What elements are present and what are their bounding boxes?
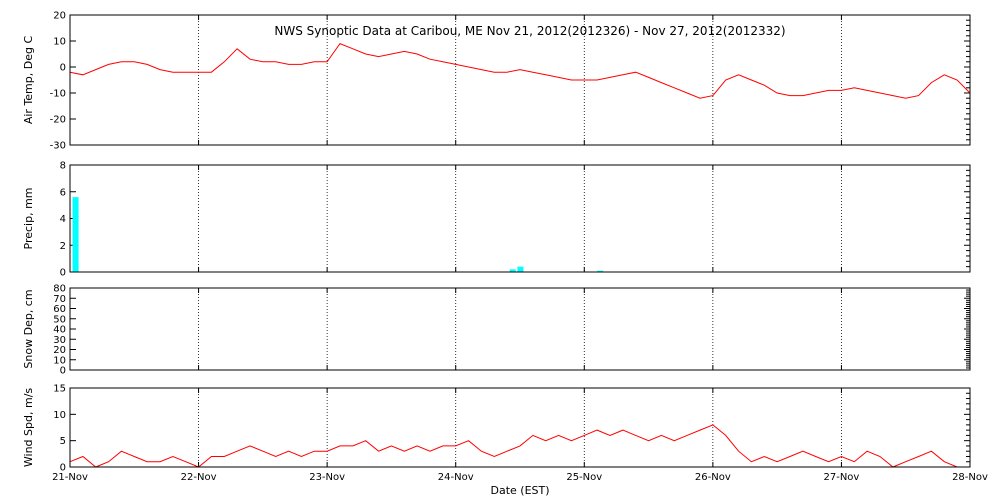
y-tick-label: 5: [60, 436, 66, 447]
precip-bar: [597, 270, 604, 272]
series-line-temp: [69, 42, 971, 99]
chart-title: NWS Synoptic Data at Caribou, ME Nov 21,…: [274, 24, 785, 38]
y-tick-label: 8: [60, 161, 66, 172]
x-tick-label: 21-Nov: [52, 472, 88, 483]
y-tick-label: 30: [53, 335, 66, 346]
y-tick-label: -30: [50, 141, 66, 152]
y-tick-label: 6: [60, 187, 66, 198]
y-tick-label: 80: [53, 284, 66, 295]
y-tick-label: 50: [53, 314, 66, 325]
y-tick-label: 4: [60, 214, 66, 225]
y-tick-label: 10: [53, 355, 66, 366]
y-tick-label: 20: [53, 11, 66, 22]
x-tick-label: 28-Nov: [952, 472, 988, 483]
x-tick-label: 26-Nov: [695, 472, 731, 483]
x-tick-label: 25-Nov: [566, 472, 602, 483]
precip-bar: [517, 266, 524, 272]
panel-wind: 0 5 10 15 Wind Spd, m/s: [22, 384, 971, 474]
x-tick-label: 24-Nov: [438, 472, 474, 483]
y-tick-label: 0: [60, 463, 66, 474]
precip-bar: [509, 269, 516, 272]
y-axis-title: Precip, mm: [22, 188, 35, 250]
y-tick-label: 60: [53, 304, 66, 315]
y-tick-label: 10: [53, 410, 66, 421]
y-tick-label: 0: [60, 366, 66, 377]
y-tick-label: 0: [60, 63, 66, 74]
y-tick-label: 2: [60, 241, 66, 252]
y-axis-title: Wind Spd, m/s: [22, 388, 35, 468]
y-tick-label: 70: [53, 294, 66, 305]
precip-bar: [72, 197, 79, 272]
y-tick-label: -20: [50, 115, 66, 126]
series-line-wind: [69, 424, 970, 468]
y-axis-title: Snow Dep, cm: [22, 289, 35, 368]
y-axis-title: Air Temp, Deg C: [22, 36, 35, 125]
x-tick-label: 23-Nov: [309, 472, 345, 483]
plot-frame: [69, 387, 971, 468]
y-tick-label: 20: [53, 345, 66, 356]
y-tick-label: -10: [50, 89, 66, 100]
y-tick-label: 10: [53, 37, 66, 48]
plot-frame: [69, 14, 971, 146]
panel-temp: -30 -20 -10 0 10 20 Air Temp, Deg C: [22, 11, 971, 152]
y-tick-label: 15: [53, 384, 66, 395]
y-tick-label: 0: [60, 268, 66, 279]
plot-frame: [69, 287, 971, 371]
x-tick-label: 22-Nov: [181, 472, 217, 483]
y-tick-label: 40: [53, 325, 66, 336]
x-tick-label: 27-Nov: [823, 472, 859, 483]
plot-frame: [69, 164, 971, 273]
x-axis-title: Date (EST): [490, 484, 549, 497]
panel-precip: 0 2 4 6 8 Precip, mm: [22, 161, 971, 279]
